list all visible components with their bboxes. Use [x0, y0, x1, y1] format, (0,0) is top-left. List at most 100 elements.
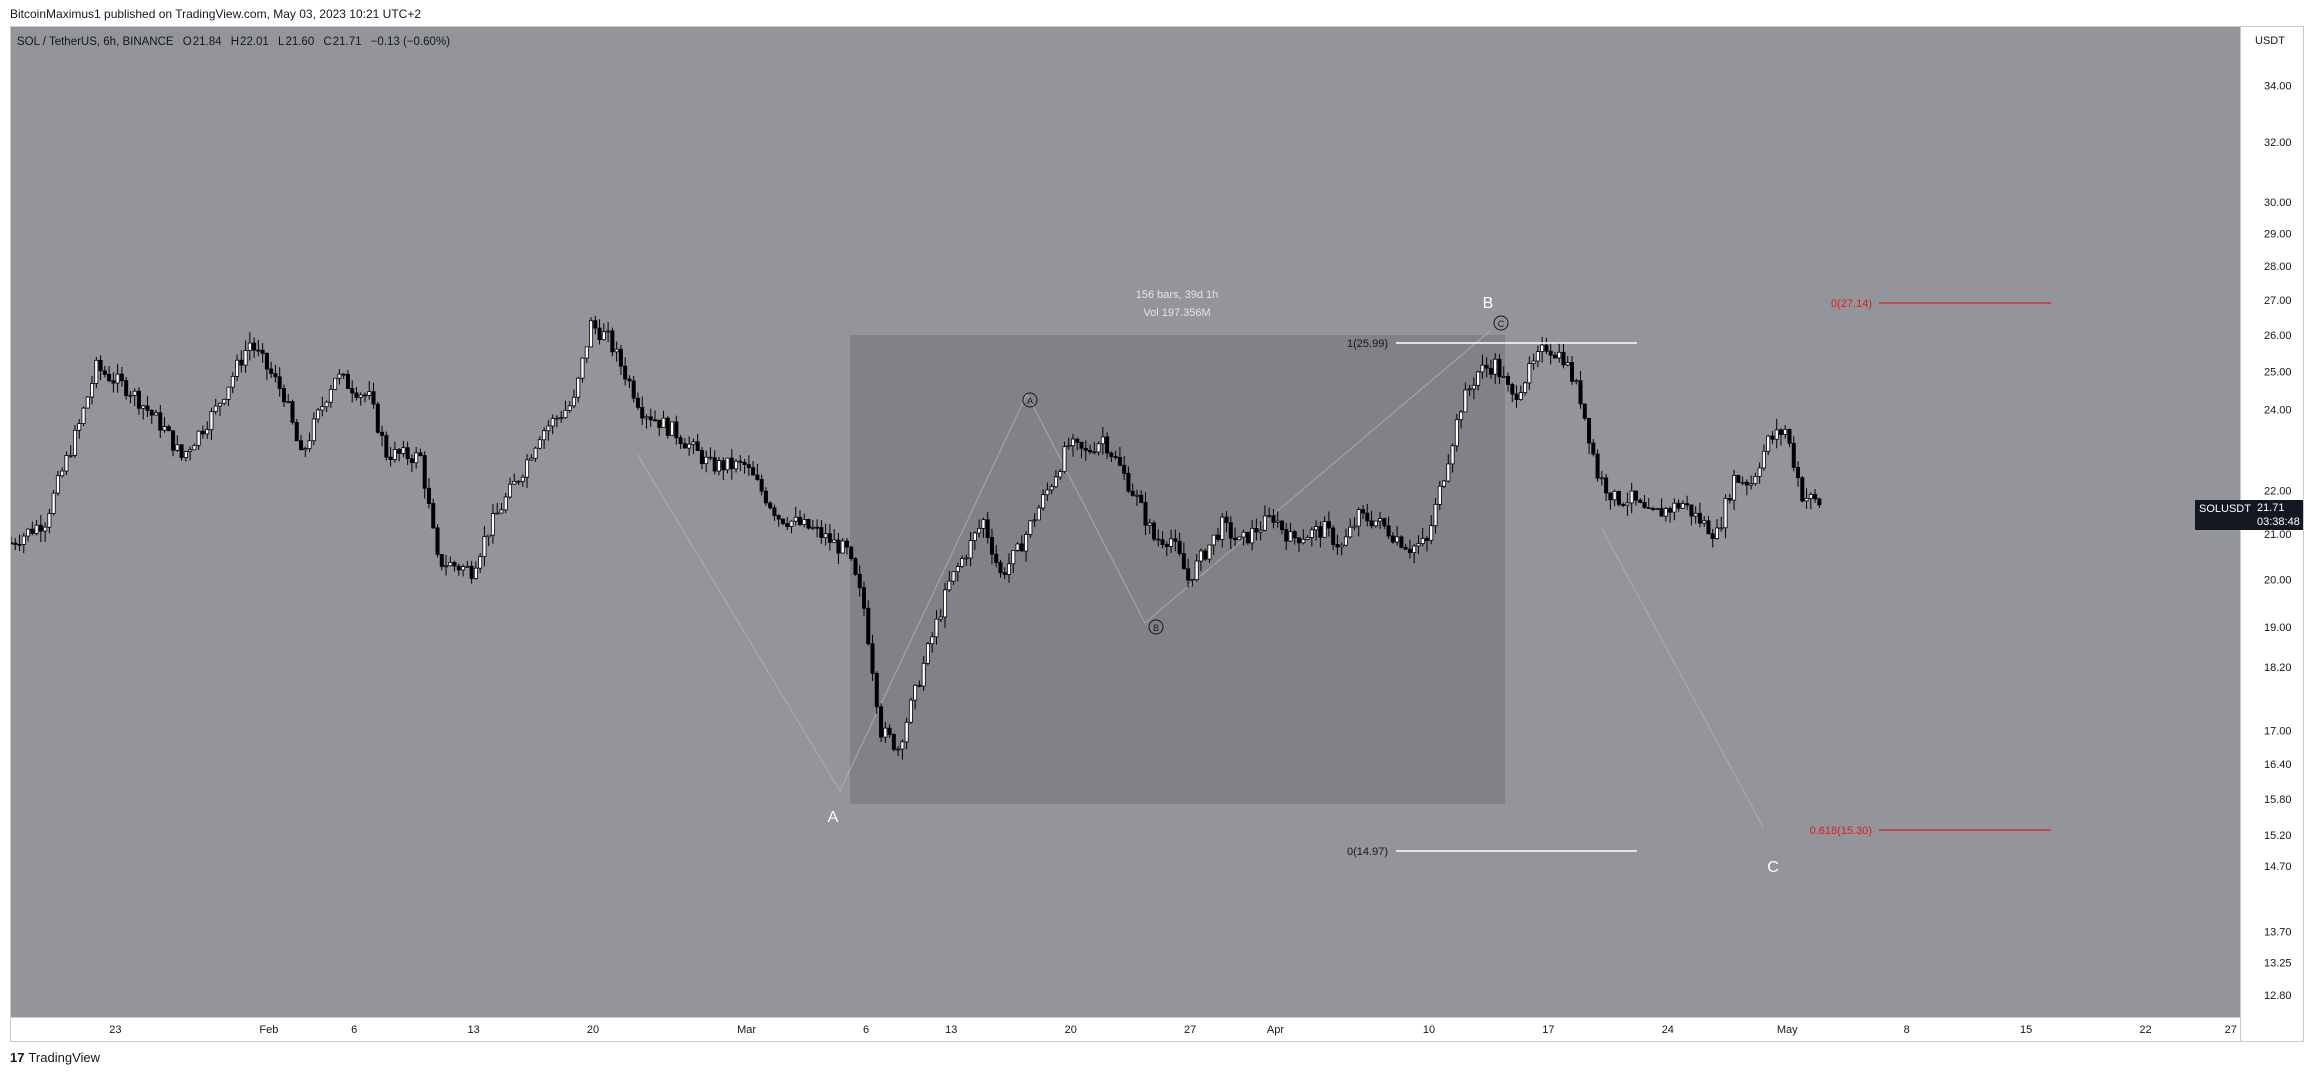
- candle-body: [247, 342, 252, 351]
- candle-body: [426, 487, 431, 504]
- candle-body: [1433, 503, 1438, 527]
- candle-body: [294, 421, 299, 442]
- chart-panel[interactable]: 156 bars, 39d 1h Vol 197.356M 1(25.99) 0…: [10, 26, 2304, 1042]
- candle-body: [1245, 531, 1250, 544]
- candle-body: [448, 562, 453, 567]
- candle-body: [1672, 502, 1677, 513]
- time-tick-label: 20: [1065, 1024, 1077, 1036]
- symbol-legend[interactable]: SOL / TetherUS, 6h, BINANCE O21.84 H22.0…: [17, 36, 450, 48]
- candle-body: [968, 540, 973, 559]
- legend-open-value: 21.84: [192, 36, 222, 48]
- candle-body: [1169, 538, 1174, 547]
- minor-wave-a-icon: A: [1022, 392, 1038, 408]
- candle-body: [1271, 515, 1276, 523]
- candle-body: [546, 425, 551, 432]
- candle-body: [1587, 417, 1592, 444]
- candle-body: [1753, 476, 1758, 485]
- candle-body: [1058, 471, 1063, 478]
- candle-body: [1749, 483, 1754, 486]
- candle-body: [102, 370, 107, 375]
- candle-body: [972, 532, 977, 541]
- wave-label-B: B: [1483, 295, 1494, 312]
- candle-body: [1215, 534, 1220, 540]
- price-tick-label: 29.00: [2264, 228, 2292, 240]
- candle-body: [397, 449, 402, 454]
- candle-body: [136, 390, 141, 409]
- candle-body: [1791, 442, 1796, 468]
- price-axis[interactable]: [2240, 27, 2303, 1041]
- candle-body: [844, 540, 849, 548]
- candle-body: [1275, 520, 1280, 523]
- candle-body: [1403, 546, 1408, 550]
- candle-body: [862, 587, 867, 609]
- candle-body: [1318, 526, 1323, 538]
- candle-body: [1258, 529, 1263, 533]
- candle-body: [1369, 520, 1374, 527]
- candle-body: [917, 684, 922, 687]
- time-axis[interactable]: [11, 1017, 2240, 1041]
- candle-body: [815, 526, 820, 529]
- candle-body: [1279, 520, 1284, 531]
- candle-body: [77, 423, 82, 431]
- candle-body: [1612, 490, 1617, 501]
- minor-wave-b-icon: B: [1148, 619, 1164, 635]
- candle-body: [17, 544, 22, 546]
- date-price-range-box[interactable]: [850, 335, 1505, 804]
- candle-body: [1395, 536, 1400, 543]
- candle-body: [444, 565, 449, 568]
- wave-label-C: C: [1767, 859, 1779, 876]
- candle-body: [1557, 351, 1562, 359]
- candle-body: [1220, 516, 1225, 540]
- candle-body: [495, 512, 500, 515]
- candle-body: [1177, 540, 1182, 554]
- candle-body: [695, 441, 700, 451]
- candle-body: [1352, 525, 1357, 528]
- legend-close-label: C: [323, 36, 332, 48]
- candle-body: [601, 331, 606, 341]
- candle-body: [1629, 490, 1634, 504]
- candle-body: [1305, 537, 1310, 540]
- candle-body: [657, 419, 662, 428]
- candle-body: [311, 418, 316, 442]
- legend-close-value: 21.71: [332, 36, 362, 48]
- candle-body: [1697, 512, 1702, 524]
- tradingview-logo-icon: 17: [10, 1050, 25, 1065]
- svg-text:A: A: [1027, 396, 1033, 406]
- candle-body: [333, 377, 338, 390]
- candle-body: [1019, 543, 1024, 552]
- candle-body: [81, 407, 86, 424]
- candle-body: [571, 396, 576, 407]
- candle-body: [763, 490, 768, 504]
- candle-body: [729, 457, 734, 470]
- candle-body: [789, 520, 794, 527]
- candle-body: [38, 524, 43, 532]
- candle-body: [525, 459, 530, 478]
- candle-body: [1143, 502, 1148, 526]
- candle-body: [1343, 536, 1348, 546]
- price-chart[interactable]: 156 bars, 39d 1h Vol 197.356M 1(25.99) 0…: [11, 27, 2303, 1041]
- candle-body: [1608, 492, 1613, 501]
- candle-body: [1160, 539, 1165, 545]
- candle-body: [188, 449, 193, 452]
- candle-body: [1096, 443, 1101, 453]
- candle-body: [281, 388, 286, 403]
- candle-body: [196, 430, 201, 446]
- candle-body: [1092, 451, 1097, 454]
- candle-body: [452, 562, 457, 567]
- candle-body: [205, 429, 210, 435]
- candle-body: [1309, 529, 1314, 538]
- candle-body: [640, 406, 645, 419]
- candle-body: [21, 535, 26, 545]
- candle-body: [183, 451, 188, 458]
- range-vol-label: Vol 197.356M: [1143, 307, 1210, 319]
- candle-body: [47, 513, 52, 528]
- candle-body: [1488, 367, 1493, 375]
- candle-body: [469, 565, 474, 579]
- candle-body: [316, 409, 321, 420]
- candle-body: [678, 437, 683, 445]
- candle-body: [1702, 520, 1707, 524]
- candle-body: [1552, 354, 1557, 359]
- tradingview-footer[interactable]: 17 TradingView: [10, 1050, 100, 1065]
- candle-body: [776, 515, 781, 520]
- candle-body: [891, 734, 896, 750]
